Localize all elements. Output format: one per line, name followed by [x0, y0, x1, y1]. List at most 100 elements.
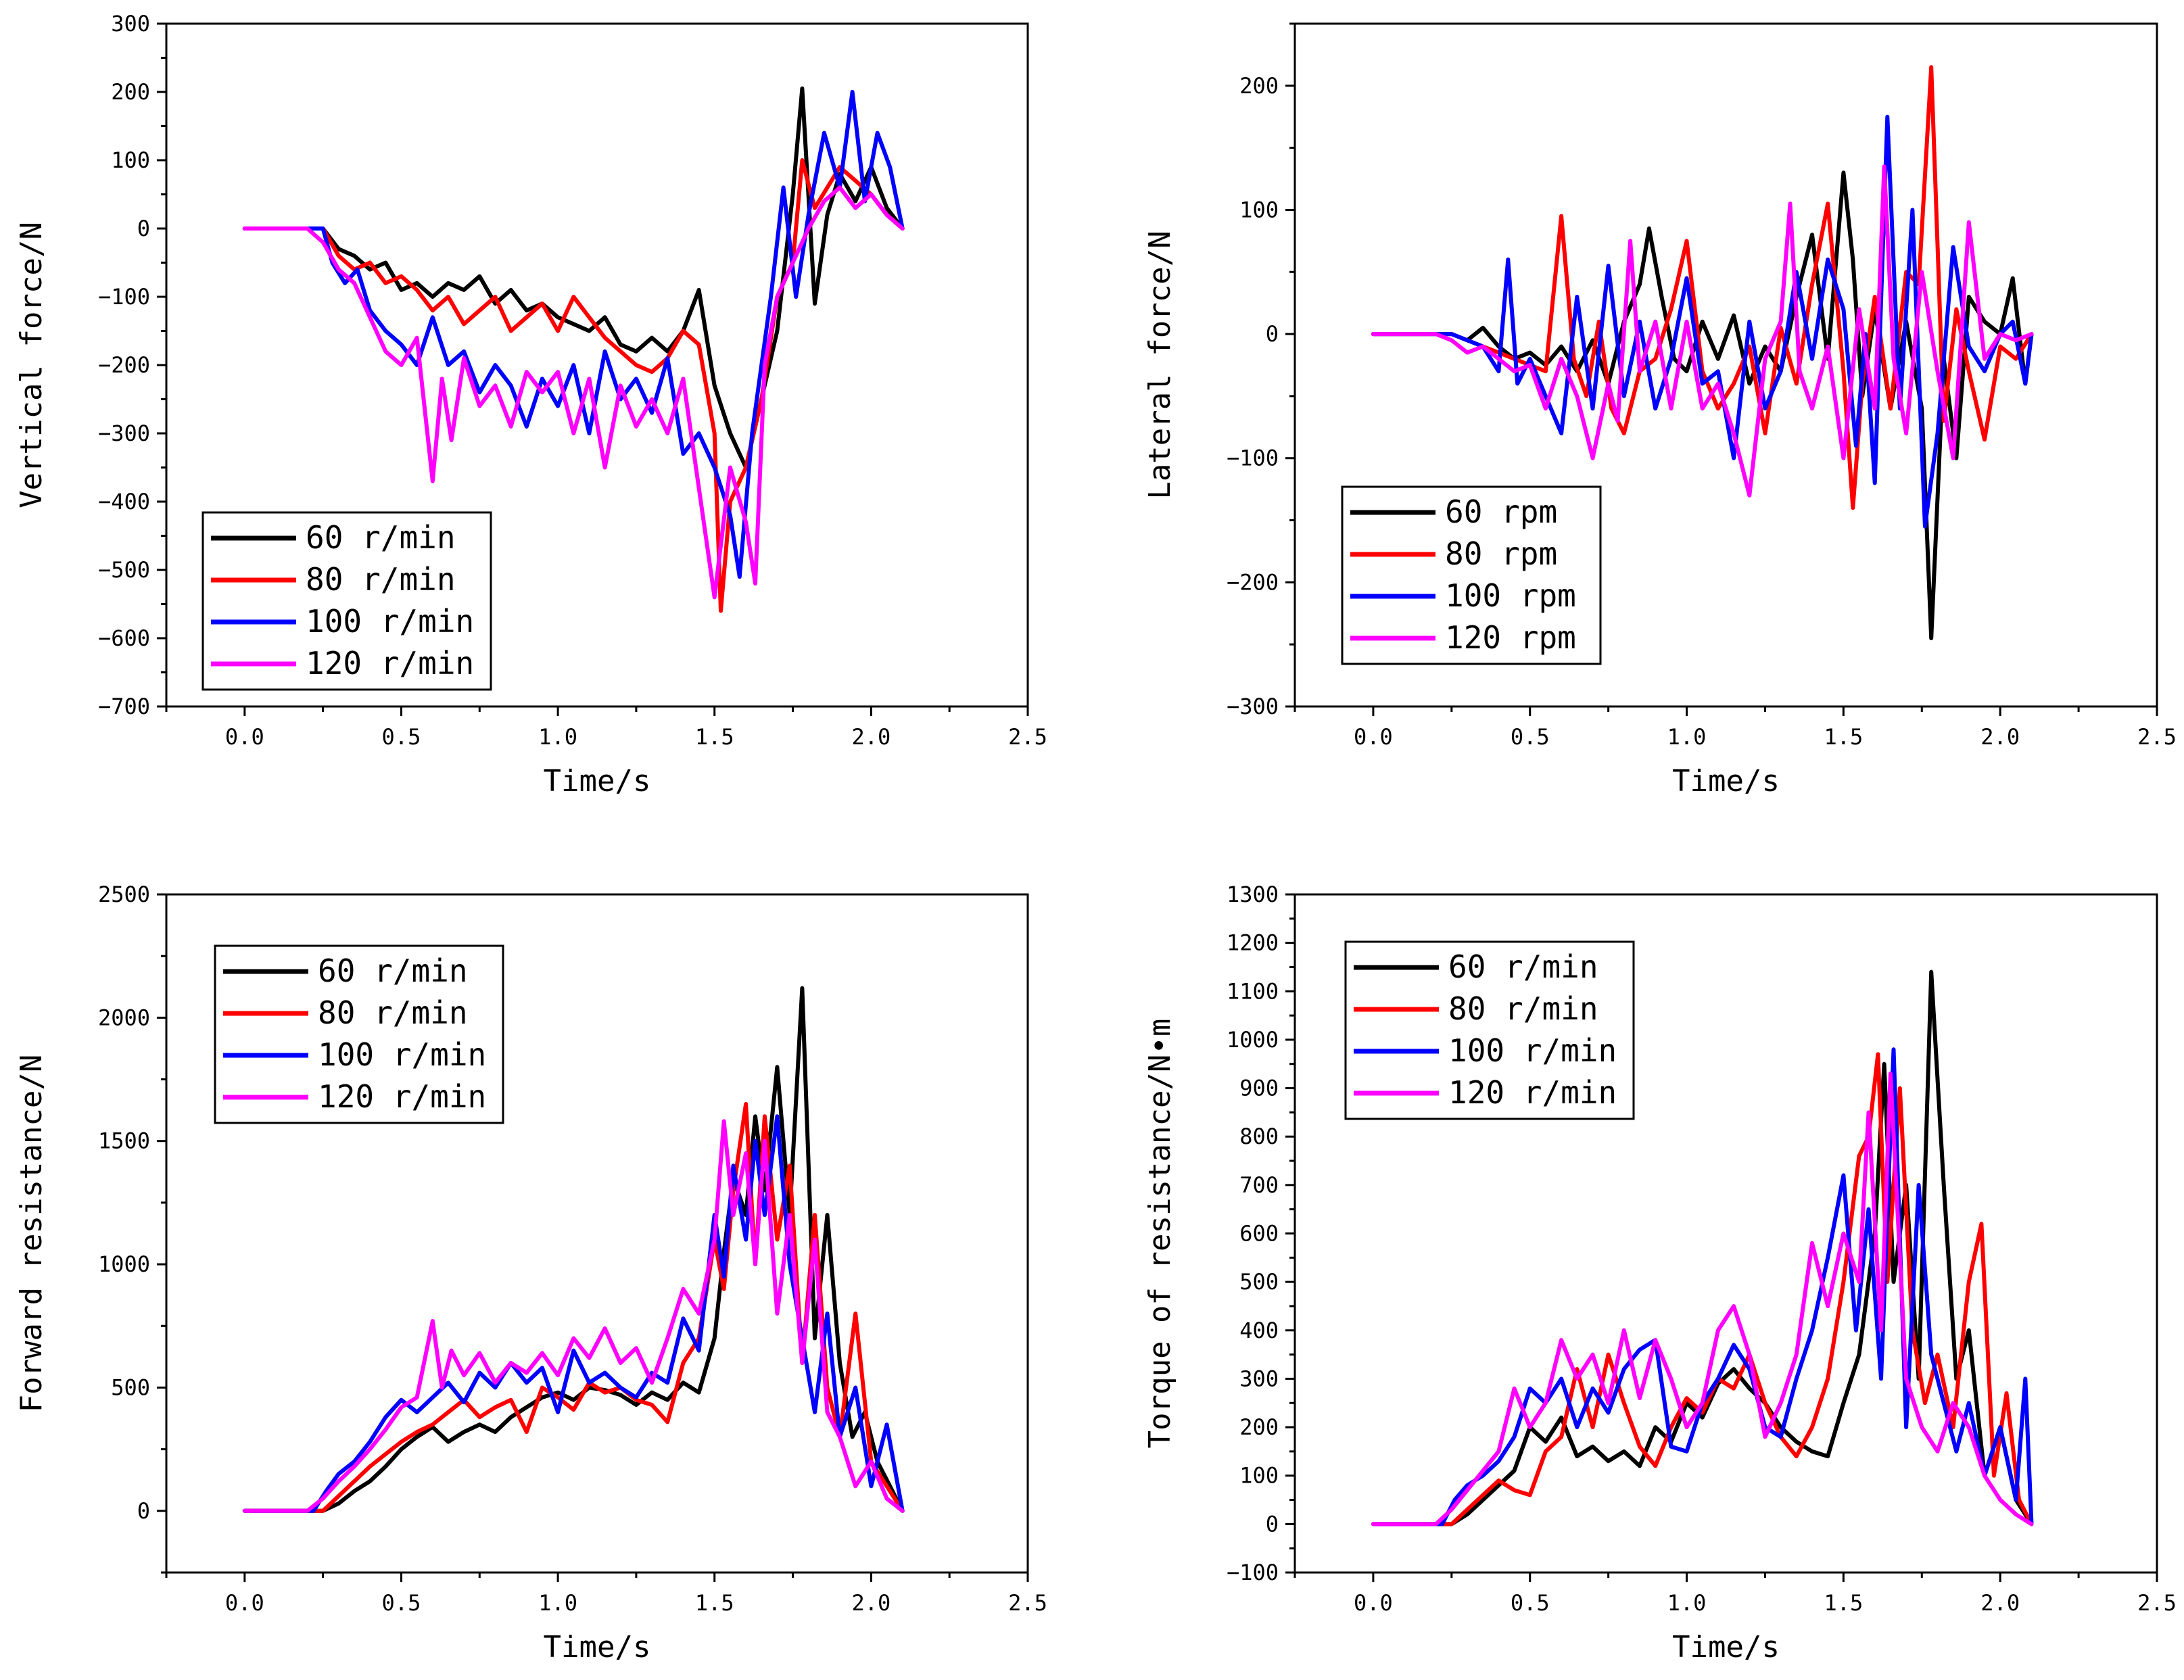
series-line-4 — [1371, 1072, 2034, 1527]
x-tick-label: 2.5 — [1008, 724, 1047, 750]
series-line-3 — [1371, 114, 2034, 529]
y-tick-label: 100 — [1239, 1463, 1279, 1489]
y-tick-label: −100 — [1227, 446, 1279, 471]
x-tick-label: 0.0 — [1354, 1590, 1393, 1616]
series-line-4 — [242, 1119, 905, 1513]
x-tick-label: 0.5 — [382, 724, 421, 750]
x-axis-title: Time/s — [1672, 764, 1780, 798]
x-tick-label: 2.5 — [1008, 1590, 1047, 1616]
y-tick-label: 0 — [1266, 1511, 1279, 1537]
y-tick-label: −100 — [98, 284, 150, 310]
y-tick-label: −400 — [98, 489, 150, 514]
legend-box — [1341, 485, 1602, 665]
y-tick-label: 500 — [1239, 1269, 1279, 1295]
plot-frame — [1293, 22, 2158, 708]
series-line-1 — [242, 986, 905, 1513]
x-tick-label: 1.5 — [695, 724, 734, 750]
series-line-2 — [242, 158, 905, 613]
y-tick-label: 500 — [111, 1374, 150, 1400]
y-tick-label: 1500 — [98, 1128, 150, 1154]
legend-label-4: 120 r/min — [306, 645, 474, 681]
y-tick-label: 200 — [111, 79, 150, 105]
plot-frame — [165, 893, 1029, 1574]
x-tick-label: 1.5 — [1824, 724, 1863, 750]
y-tick-label: 1000 — [98, 1251, 150, 1277]
series-line-3 — [242, 1114, 905, 1513]
y-tick-label: 100 — [1239, 197, 1279, 222]
x-axis-title: Time/s — [1672, 1630, 1780, 1664]
torque-of-resistance-chart: 0.0 0.5 1.0 1.5 2.0 2.5 −100 0 100 200 300 400 500 60… — [1143, 882, 2177, 1664]
legend-label-1: 60 rpm — [1445, 494, 1557, 530]
legend-label-1: 60 r/min — [306, 519, 456, 556]
lateral-force-chart: 0.0 0.5 1.0 1.5 2.0 2.5 −300 −200 −100 0 100 200 Tim… — [1143, 22, 2177, 798]
x-axis-title: Time/s — [544, 764, 651, 798]
legend-label-3: 100 rpm — [1445, 577, 1576, 614]
y-tick-label: 300 — [1239, 1366, 1279, 1391]
legend: 60 r/min 80 r/min 100 r/min 120 r/min — [214, 944, 504, 1124]
x-tick-label: 1.0 — [538, 1590, 577, 1616]
y-tick-label: 300 — [111, 11, 150, 37]
y-tick-label: 200 — [1239, 1414, 1279, 1440]
y-tick-label: 2500 — [98, 882, 150, 907]
y-tick-label: 1200 — [1227, 930, 1279, 956]
legend-box — [1344, 940, 1635, 1120]
legend-box — [214, 944, 504, 1124]
y-axis-title: Vertical force/N — [14, 222, 49, 508]
legend-label-2: 80 r/min — [1448, 990, 1598, 1027]
y-axis-title: Lateral force/N — [1143, 231, 1177, 499]
legend-label-1: 60 r/min — [318, 953, 468, 989]
y-axis-title: Torque of resistance/N•m — [1143, 1019, 1177, 1449]
y-tick-label: 600 — [1239, 1221, 1279, 1247]
forward-resistance-chart: 0.0 0.5 1.0 1.5 2.0 2.5 0 500 1000 1500 2000 2500 Ti… — [14, 882, 1047, 1664]
legend-label-2: 80 r/min — [318, 994, 468, 1031]
legend-label-3: 100 r/min — [318, 1036, 486, 1073]
series-line-4 — [242, 185, 905, 600]
y-tick-label: 0 — [137, 1498, 150, 1524]
y-tick-label: −200 — [1227, 569, 1279, 595]
x-tick-label: 1.0 — [538, 724, 577, 750]
legend-label-4: 120 rpm — [1445, 619, 1576, 656]
x-tick-label: 2.5 — [2137, 724, 2177, 750]
x-tick-label: 1.5 — [695, 1590, 734, 1616]
series-line-2 — [242, 1102, 905, 1513]
x-tick-label: 0.0 — [225, 1590, 264, 1616]
legend: 60 rpm 80 rpm 100 rpm 120 rpm — [1341, 485, 1602, 665]
series-line-2 — [1371, 65, 2034, 510]
legend-label-4: 120 r/min — [1448, 1074, 1617, 1111]
x-tick-label: 1.0 — [1667, 1590, 1707, 1616]
x-tick-label: 2.0 — [1980, 1590, 2020, 1616]
series-line-3 — [1371, 1047, 2034, 1527]
legend-label-1: 60 r/min — [1448, 949, 1598, 985]
y-tick-label: 700 — [1239, 1172, 1279, 1198]
x-tick-label: 0.0 — [225, 724, 264, 750]
series-line-4 — [1371, 164, 2034, 498]
x-tick-label: 0.5 — [1511, 1590, 1550, 1616]
y-tick-label: 1000 — [1227, 1027, 1279, 1053]
legend-label-4: 120 r/min — [318, 1078, 486, 1115]
vertical-force-chart: 0.0 0.5 1.0 1.5 2.0 2.5 −700 −600 −500 −400 −300 −2… — [14, 11, 1047, 798]
y-tick-label: 0 — [1266, 321, 1279, 347]
legend: 60 r/min 80 r/min 100 r/min 120 r/min — [1344, 940, 1635, 1120]
y-tick-label: 400 — [1239, 1318, 1279, 1343]
legend-label-2: 80 r/min — [306, 561, 456, 598]
legend-label-3: 100 r/min — [1448, 1032, 1617, 1069]
series-line-1 — [242, 86, 905, 470]
x-tick-label: 2.0 — [851, 724, 891, 750]
y-tick-label: −300 — [1227, 694, 1279, 719]
legend-box — [201, 511, 492, 691]
x-tick-label: 1.5 — [1824, 1590, 1863, 1616]
series-line-1 — [1371, 969, 2034, 1527]
y-tick-label: 800 — [1239, 1124, 1279, 1149]
y-axis-title: Forward resistance/N — [14, 1055, 49, 1413]
y-tick-label: −700 — [98, 694, 150, 719]
x-tick-label: 0.5 — [382, 1590, 421, 1616]
y-tick-label: 1300 — [1227, 882, 1279, 907]
x-axis-title: Time/s — [544, 1630, 651, 1664]
y-tick-label: −600 — [98, 625, 150, 651]
legend-label-2: 80 rpm — [1445, 535, 1557, 572]
y-tick-label: 2000 — [98, 1005, 150, 1030]
y-tick-label: −300 — [98, 421, 150, 446]
y-tick-label: −200 — [98, 352, 150, 378]
x-tick-label: 2.0 — [1980, 724, 2020, 750]
